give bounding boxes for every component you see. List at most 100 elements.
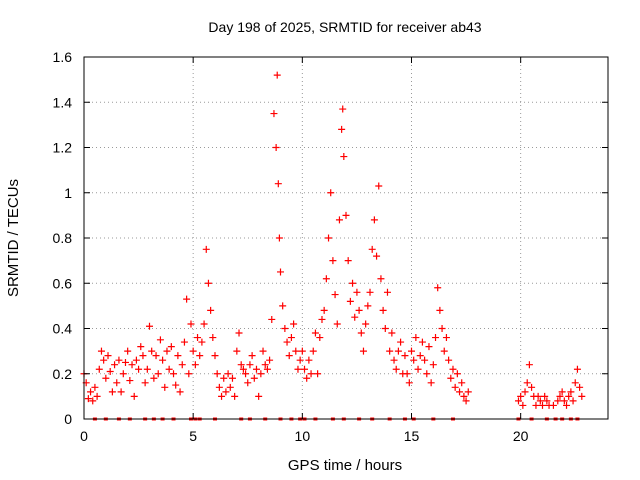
data-point: [174, 352, 182, 360]
data-point: [521, 388, 529, 396]
data-point: [541, 392, 549, 400]
data-point: [453, 370, 461, 378]
data-point: [263, 365, 271, 373]
data-point: [432, 334, 440, 342]
data-point: [523, 379, 531, 387]
data-point: [578, 392, 586, 400]
data-point: [447, 374, 455, 382]
data-point: [325, 234, 333, 242]
data-point: [349, 279, 357, 287]
data-point: [355, 306, 363, 314]
data-point: [93, 392, 101, 400]
data-point: [573, 365, 581, 373]
data-point: [235, 329, 243, 337]
data-point: [281, 325, 289, 332]
x-tick-label: 10: [295, 428, 311, 444]
data-point: [248, 352, 256, 360]
data-point: [388, 329, 396, 337]
data-point: [532, 401, 540, 409]
x-tick-label: 15: [404, 428, 420, 444]
data-point: [150, 374, 158, 382]
data-point: [143, 365, 151, 373]
data-point: [333, 320, 341, 328]
data-point: [421, 356, 429, 364]
data-point: [423, 370, 431, 378]
data-point: [403, 370, 411, 378]
data-point: [373, 252, 381, 260]
data-point: [141, 379, 149, 387]
data-point: [567, 388, 575, 396]
data-point: [246, 361, 254, 369]
data-point: [139, 352, 147, 360]
data-point: [285, 352, 293, 360]
data-point: [339, 105, 347, 113]
data-point: [427, 379, 435, 387]
data-point: [434, 284, 442, 292]
data-point: [327, 189, 335, 197]
data-point: [111, 361, 119, 369]
data-point: [307, 370, 315, 378]
data-point: [425, 343, 433, 351]
data-point: [383, 288, 391, 296]
data-point: [440, 347, 448, 355]
data-point: [200, 320, 208, 328]
data-point: [100, 356, 108, 364]
data-point: [218, 392, 226, 400]
data-point: [517, 392, 525, 400]
data-point: [279, 302, 287, 310]
data-point: [273, 71, 281, 79]
data-point: [556, 392, 564, 400]
data-point: [418, 338, 426, 346]
data-point: [322, 275, 330, 283]
y-tick-label: 1.2: [53, 140, 73, 156]
data-point: [569, 397, 577, 405]
data-point: [163, 347, 171, 355]
data-point: [438, 325, 446, 332]
data-point: [543, 397, 551, 405]
data-point: [340, 153, 348, 161]
data-point: [152, 352, 160, 360]
data-point: [215, 383, 223, 391]
data-point: [456, 388, 464, 396]
data-point: [167, 343, 175, 351]
data-point: [87, 388, 95, 396]
data-point: [311, 329, 319, 337]
data-point: [464, 388, 472, 396]
data-point: [394, 347, 402, 355]
data-point: [252, 365, 260, 373]
data-point: [237, 361, 245, 369]
x-tick-label: 20: [513, 428, 529, 444]
data-point: [298, 347, 306, 355]
data-point: [397, 338, 405, 346]
data-point: [344, 257, 352, 265]
data-point: [255, 392, 263, 400]
y-tick-label: 0.6: [53, 275, 73, 291]
data-point: [392, 365, 400, 373]
data-point: [117, 388, 125, 396]
y-tick-label: 0.2: [53, 366, 73, 382]
data-point: [202, 245, 210, 253]
data-point: [204, 279, 212, 287]
y-tick-label: 0.4: [53, 321, 73, 337]
data-point: [296, 356, 304, 364]
data-point: [366, 288, 374, 296]
data-point: [287, 334, 295, 342]
data-point: [222, 388, 230, 396]
data-point: [121, 358, 129, 366]
data-point: [209, 334, 217, 342]
data-point: [314, 370, 322, 378]
data-point: [379, 306, 387, 314]
data-point: [165, 365, 173, 373]
data-point: [539, 401, 546, 409]
data-point: [290, 320, 298, 328]
data-point: [161, 383, 169, 391]
data-point: [565, 392, 573, 400]
data-point: [451, 383, 459, 391]
x-tick-label: 5: [189, 428, 197, 444]
data-point: [191, 361, 199, 369]
data-point: [408, 347, 415, 355]
data-point: [445, 356, 453, 364]
data-point: [89, 397, 97, 405]
data-point: [270, 110, 278, 118]
